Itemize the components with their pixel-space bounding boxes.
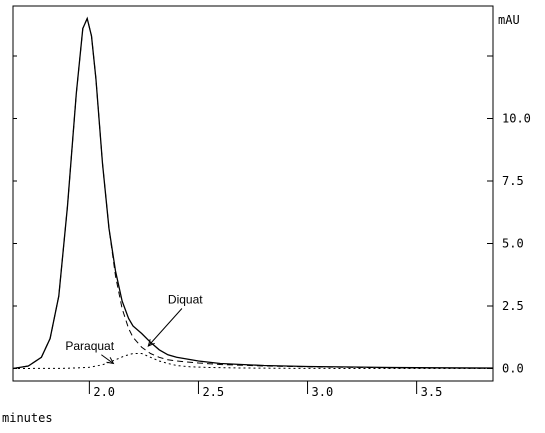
annotation-arrowhead xyxy=(106,357,115,365)
series-line-paraquat xyxy=(12,353,493,369)
series-line-total xyxy=(12,16,494,370)
annotation-label: Paraquat xyxy=(65,339,114,353)
x-tick-label: 3.0 xyxy=(312,385,334,399)
annotation-leader xyxy=(147,308,183,347)
x-tick-label: 3.5 xyxy=(421,385,443,399)
y-axis-tick-marks xyxy=(13,55,493,369)
y-tick-label: 10.0 xyxy=(502,112,531,126)
annotation-leader xyxy=(101,354,114,364)
annotation-group: Diquat Paraquat xyxy=(65,293,203,365)
y-tick-label: 2.5 xyxy=(502,299,524,313)
x-tick-label: 2.0 xyxy=(93,385,115,399)
y-axis-tick-labels: 0.0 2.5 5.0 7.5 10.0 xyxy=(502,112,531,376)
x-axis-tick-labels: 2.0 2.5 3.0 3.5 xyxy=(93,385,442,399)
x-axis-tick-marks xyxy=(88,381,418,394)
y-tick-label: 0.0 xyxy=(502,362,524,376)
y-tick-label: 7.5 xyxy=(502,174,524,188)
plot-frame xyxy=(12,5,494,382)
x-unit-label: minutes xyxy=(2,411,53,425)
series-line-diquat xyxy=(12,16,494,369)
annotation-arrowhead xyxy=(147,339,155,347)
y-unit-label: mAU xyxy=(498,13,520,27)
annotation-label: Diquat xyxy=(168,293,203,307)
series-group xyxy=(12,16,494,370)
x-tick-label: 2.5 xyxy=(202,385,224,399)
y-tick-label: 5.0 xyxy=(502,237,524,251)
